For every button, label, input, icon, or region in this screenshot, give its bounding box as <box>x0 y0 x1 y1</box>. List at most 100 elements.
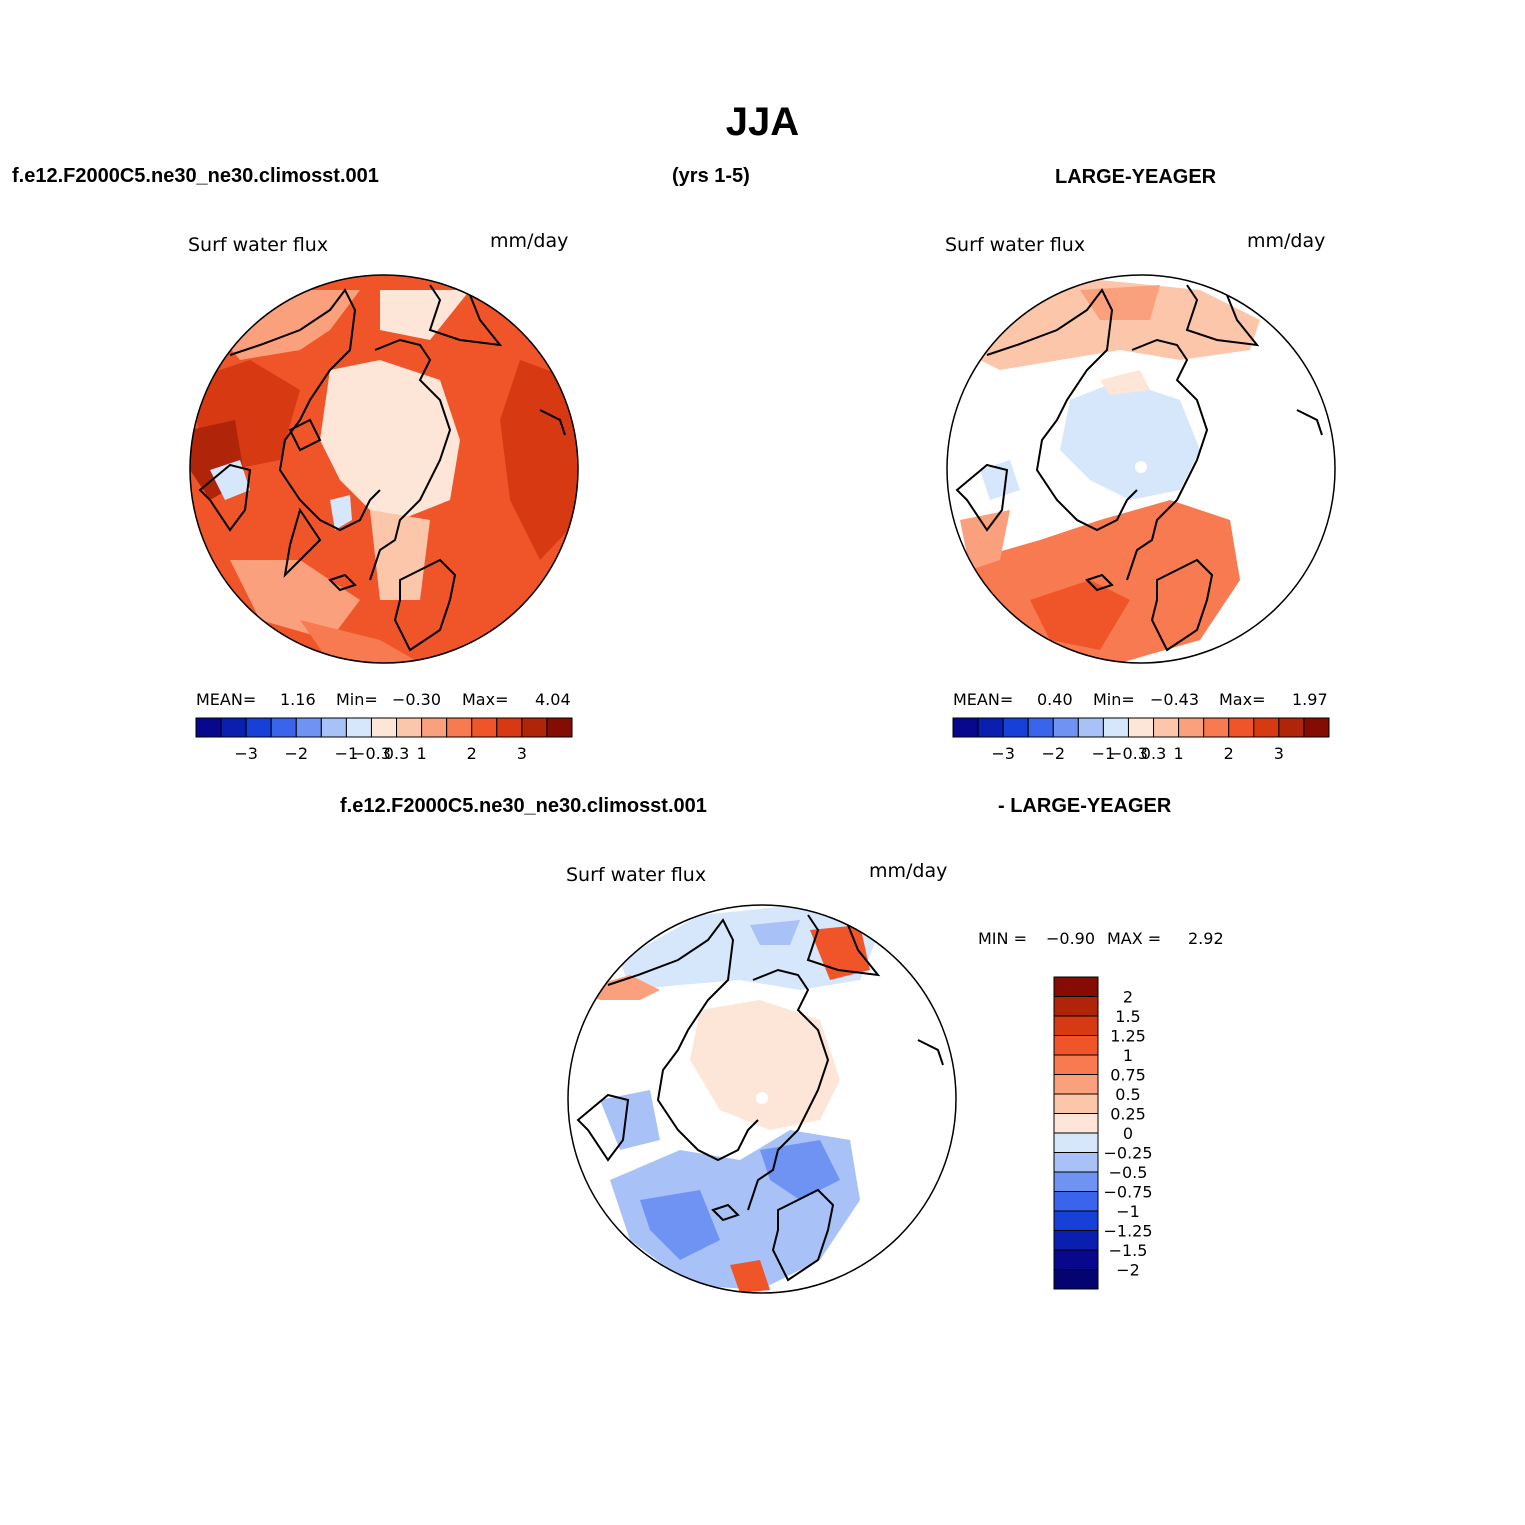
diff-colorbar-swatch <box>1053 1113 1099 1134</box>
diff-colorbar-swatch <box>1053 976 1099 997</box>
panel2-colorbar-swatch <box>952 717 979 738</box>
panel2-colorbar-swatch <box>1228 717 1255 738</box>
diff-colorbar-tick-label: 1.5 <box>1115 1007 1140 1026</box>
case-name-left: f.e12.F2000C5.ne30_ne30.climosst.001 <box>12 165 379 187</box>
diff-colorbar-swatch <box>1053 1152 1099 1173</box>
panel2-colorbar-swatch <box>1253 717 1280 738</box>
panel1-colorbar-tick-label: 1 <box>417 744 427 763</box>
panel2-colorbar-swatch <box>1127 717 1155 738</box>
panel2-colorbar-tick-label: 0.3 <box>1141 744 1166 763</box>
panel1-colorbar-tick-label: 2 <box>467 744 477 763</box>
panel1-map-border <box>189 274 579 664</box>
diff-colorbar-swatch <box>1053 1210 1099 1231</box>
diff-units-label: mm/day <box>869 860 948 882</box>
diff-colorbar-swatch <box>1053 1035 1099 1056</box>
diff-colorbar-swatch <box>1053 1015 1099 1036</box>
diff-colorbar-tick-label: 1.25 <box>1110 1027 1146 1046</box>
panel1-colorbar-swatch <box>195 717 222 738</box>
diff-colorbar-tick-label: 2 <box>1123 988 1133 1007</box>
diff-max-label: MAX = <box>1107 929 1162 948</box>
diff-colorbar-tick-label: 0 <box>1123 1124 1133 1143</box>
diff-colorbar-tick-label: −1 <box>1116 1202 1140 1221</box>
panel2-colorbar-tick-label: 1 <box>1174 744 1184 763</box>
panel2-colorbar-swatch <box>977 717 1004 738</box>
panel2-colorbar: −3 −2 −1−0.30.3 1 2 3 <box>952 717 1330 763</box>
panel1-colorbar-swatch <box>471 717 498 738</box>
diff-colorbar-tick-label: −0.5 <box>1109 1163 1148 1182</box>
diff-colorbar: 21.51.2510.750.50.250−0.25−0.5−0.75−1−1.… <box>1053 976 1153 1290</box>
panel2-colorbar-tick-label: −3 <box>991 744 1015 763</box>
figure-title: JJA <box>725 100 800 144</box>
panel1-min-value: −0.30 <box>392 690 442 709</box>
panel1-colorbar-swatch <box>521 717 548 738</box>
panel2-colorbar-swatch <box>1278 717 1305 738</box>
diff-min-value: −0.90 <box>1046 929 1096 948</box>
diff-colorbar-swatch <box>1053 1093 1099 1114</box>
panel1-colorbar-tick-label: 0.3 <box>384 744 409 763</box>
panel1-colorbar-swatch <box>295 717 322 738</box>
diff-coastlines <box>576 914 944 1282</box>
panel2-colorbar-tick-label: −0.3 <box>1109 744 1148 763</box>
panel2-colorbar-tick-label: 2 <box>1224 744 1234 763</box>
diff-variable-label: Surf water flux <box>566 864 707 886</box>
diff-colorbar-tick-label: 0.25 <box>1110 1105 1146 1124</box>
panel2-colorbar-swatch <box>1203 717 1230 738</box>
panel1-colorbar-swatch <box>220 717 247 738</box>
panel2-variable-label: Surf water flux <box>945 234 1086 256</box>
panel1-units-label: mm/day <box>490 230 569 252</box>
panel1-colorbar: −3 −2 −1−0.30.3 1 2 3 <box>195 717 573 763</box>
diff-colorbar-tick-label: −2 <box>1116 1261 1140 1280</box>
panel2-colorbar-swatch <box>1153 717 1180 738</box>
panel2-colorbar-swatch <box>1077 717 1104 738</box>
panel2-colorbar-tick-label: 3 <box>1274 744 1284 763</box>
panel1-min-label: Min= <box>336 690 378 709</box>
years-label: (yrs 1-5) <box>672 165 750 187</box>
panel2-min-label: Min= <box>1093 690 1135 709</box>
diff-colorbar-swatch <box>1053 1132 1099 1153</box>
panel2-colorbar-tick-label: −1 <box>1092 744 1116 763</box>
panel2-colorbar-swatch <box>1303 717 1330 738</box>
diff-colorbar-tick-label: −0.75 <box>1103 1183 1152 1202</box>
panel1-coastlines <box>198 284 566 652</box>
panel2-map-border <box>946 274 1336 664</box>
panel2-max-value: 1.97 <box>1292 690 1328 709</box>
panel1-colorbar-swatch <box>270 717 297 738</box>
panel1-colorbar-tick-label: −1 <box>335 744 359 763</box>
diff-colorbar-swatch <box>1053 1269 1099 1290</box>
panel1-max-value: 4.04 <box>535 690 571 709</box>
diff-case-left: f.e12.F2000C5.ne30_ne30.climosst.001 <box>340 795 707 817</box>
panel1-variable-label: Surf water flux <box>188 234 329 256</box>
diff-colorbar-tick-label: −0.25 <box>1103 1144 1152 1163</box>
diff-colorbar-tick-label: 0.5 <box>1115 1085 1140 1104</box>
panel1-colorbar-swatch <box>421 717 448 738</box>
panel2-colorbar-swatch <box>1178 717 1205 738</box>
panel2-mean-label: MEAN= <box>953 690 1014 709</box>
panel2-units-label: mm/day <box>1247 230 1326 252</box>
panel1-colorbar-swatch <box>496 717 523 738</box>
panel1-colorbar-swatch <box>446 717 473 738</box>
diff-colorbar-swatch <box>1053 1249 1099 1270</box>
diff-min-label: MIN = <box>978 929 1027 948</box>
panel2-colorbar-swatch <box>1102 717 1129 738</box>
diff-colorbar-swatch <box>1053 1230 1099 1251</box>
panel2-mean-value: 0.40 <box>1037 690 1073 709</box>
diff-colorbar-swatch <box>1053 1191 1099 1212</box>
panel2-coastlines <box>955 284 1323 652</box>
case-name-right: LARGE-YEAGER <box>1055 166 1217 188</box>
panel1-colorbar-swatch <box>245 717 272 738</box>
panel2-colorbar-swatch <box>1052 717 1079 738</box>
panel2-colorbar-tick-label: −2 <box>1041 744 1065 763</box>
panel1-colorbar-swatch <box>345 717 372 738</box>
diff-colorbar-tick-label: −1.5 <box>1109 1241 1148 1260</box>
panel2-colorbar-swatch <box>1027 717 1054 738</box>
diff-colorbar-tick-label: −1.25 <box>1103 1222 1152 1241</box>
diff-map <box>568 905 956 1293</box>
panel1-max-label: Max= <box>462 690 509 709</box>
panel2-min-value: −0.43 <box>1150 690 1200 709</box>
diff-colorbar-swatch <box>1053 1171 1099 1192</box>
panel1-colorbar-swatch <box>396 717 423 738</box>
panel2-colorbar-swatch <box>1002 717 1029 738</box>
panel1-colorbar-swatch <box>546 717 573 738</box>
diff-max-value: 2.92 <box>1188 929 1224 948</box>
